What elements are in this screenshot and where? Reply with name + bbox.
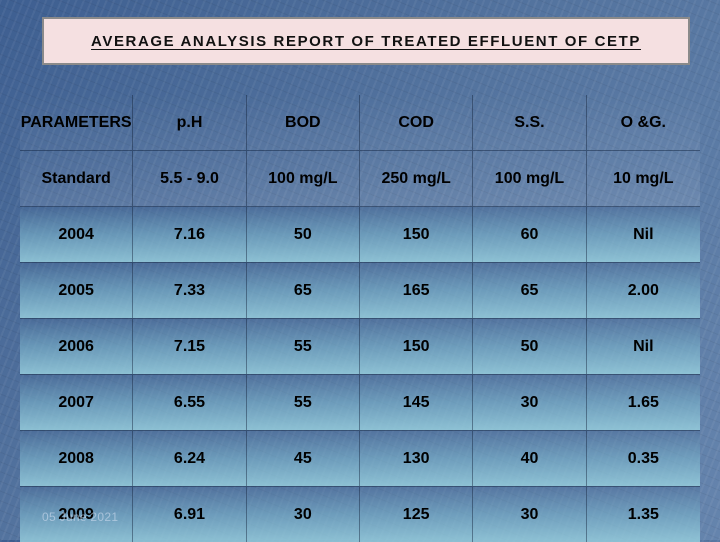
table-cell: 145 [359,375,474,431]
table-row: 2007 6.55 55 145 30 1.65 [20,375,700,431]
analysis-table: PARAMETERS p.H BOD COD S.S. O &G. Standa… [20,95,700,542]
table-cell: 6.91 [133,487,247,542]
table-cell: 250 mg/L [359,151,474,207]
footer-date: 05 June 2021 [42,510,119,524]
table-cell: 125 [359,487,474,542]
table-row: 2008 6.24 45 130 40 0.35 [20,431,700,487]
table-row: 2005 7.33 65 165 65 2.00 [20,263,700,319]
table-cell: 150 [359,319,474,375]
header-bod: BOD [246,95,360,151]
table-header-row: PARAMETERS p.H BOD COD S.S. O &G. [20,95,700,151]
table-cell: 55 [246,319,360,375]
table-cell: 65 [246,263,360,319]
table-cell: 130 [359,431,474,487]
table-row: 2009 6.91 30 125 30 1.35 [20,487,700,542]
table-cell: 65 [473,263,587,319]
header-ss: S.S. [473,95,587,151]
table-cell: 5.5 - 9.0 [133,151,247,207]
table-cell: 30 [246,487,360,542]
standard-row: Standard 5.5 - 9.0 100 mg/L 250 mg/L 100… [20,151,700,207]
table-cell: 7.15 [133,319,247,375]
table-cell: 2004 [20,207,134,263]
table-cell: 165 [359,263,474,319]
report-title: AVERAGE ANALYSIS REPORT OF TREATED EFFLU… [91,32,641,50]
header-oil-grease: O &G. [586,95,700,151]
table-cell: 2005 [20,263,134,319]
table-row: 2004 7.16 50 150 60 Nil [20,207,700,263]
table-row: 2006 7.15 55 150 50 Nil [20,319,700,375]
table-cell: 45 [246,431,360,487]
table-cell: 0.35 [586,431,700,487]
table-cell: 7.16 [133,207,247,263]
table-cell: 150 [359,207,474,263]
table-cell: 6.55 [133,375,247,431]
table-cell: 2007 [20,375,134,431]
table-cell: 60 [473,207,587,263]
table-cell: 55 [246,375,360,431]
table-cell: 50 [246,207,360,263]
table-cell: 2009 [20,487,134,542]
table-cell: 50 [473,319,587,375]
table-cell: 2.00 [586,263,700,319]
table-cell: 30 [473,487,587,542]
table-cell: Nil [586,207,700,263]
table-cell: 1.35 [586,487,700,542]
table-cell: 40 [473,431,587,487]
table-cell: Nil [586,319,700,375]
table-cell: 2008 [20,431,134,487]
table-cell: 2006 [20,319,134,375]
table-cell: 1.65 [586,375,700,431]
table-cell: Standard [20,151,134,207]
table-cell: 10 mg/L [586,151,700,207]
header-ph: p.H [133,95,247,151]
table-cell: 100 mg/L [473,151,587,207]
header-cod: COD [359,95,474,151]
header-parameters: PARAMETERS [20,95,134,151]
report-title-box: AVERAGE ANALYSIS REPORT OF TREATED EFFLU… [42,17,690,65]
table-cell: 7.33 [133,263,247,319]
table-cell: 30 [473,375,587,431]
table-cell: 6.24 [133,431,247,487]
table-cell: 100 mg/L [246,151,360,207]
